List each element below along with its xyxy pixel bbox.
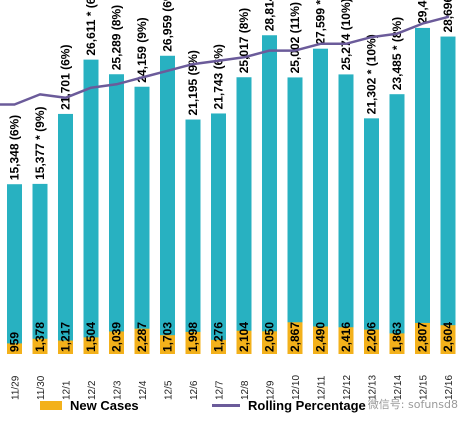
bar-new-cases: [415, 322, 430, 354]
x-tick-label: 12/4: [138, 380, 149, 400]
bar-tests: [440, 36, 456, 354]
rolling-percentage-line: [0, 15, 450, 106]
bar-new-cases: [58, 340, 73, 354]
new-cases-label: 1,504: [84, 322, 98, 352]
bar-tests: [262, 35, 277, 355]
new-cases-label: 2,604: [441, 322, 455, 352]
new-cases-label: 1,217: [59, 322, 73, 352]
new-cases-label: 2,039: [110, 322, 124, 352]
bar-value-label: 26,611 * (6%): [84, 0, 98, 56]
bar-new-cases: [389, 333, 405, 354]
new-cases-label: 2,807: [416, 322, 430, 352]
bar-tests: [7, 184, 22, 354]
legend-rolling-percentage: Rolling Percentage: [212, 394, 366, 416]
bar-new-cases: [83, 337, 99, 354]
x-tick-label: 11/30: [36, 375, 47, 400]
bar-value-label: 15,348 (6%): [8, 115, 22, 180]
bar-new-cases: [287, 322, 303, 354]
bar-value-label: 21,701 (6%): [59, 45, 73, 110]
new-cases-label: 2,050: [263, 322, 277, 352]
legend-label-new-cases: New Cases: [70, 397, 139, 413]
x-tick-label: 12/14: [393, 375, 404, 400]
bar-tests: [364, 118, 379, 355]
bar-new-cases: [134, 328, 150, 354]
bar-new-cases: [185, 331, 201, 354]
bar-tests: [58, 113, 73, 355]
bar-new-cases: [440, 325, 456, 354]
bar-tests: [389, 94, 405, 354]
new-cases-label: 2,416: [339, 322, 353, 352]
x-tick-label: 12/15: [419, 375, 430, 400]
new-cases-label: 2,867: [288, 322, 302, 352]
bar-value-label: 26,959 (6%): [161, 0, 175, 52]
bar-tests: [134, 86, 150, 355]
x-tick-label: 12/2: [87, 380, 98, 400]
legend-swatch-rolling-percentage: [212, 403, 240, 407]
x-tick-label: 12/9: [266, 380, 277, 400]
bar-value-label: 28,814 * (7%): [263, 0, 277, 31]
bar-tests: [236, 77, 252, 354]
new-cases-label: 1,703: [161, 322, 175, 352]
bar-value-label: 23,485 * (8%): [390, 17, 404, 90]
bar-tests: [313, 48, 328, 354]
bar-new-cases: [313, 326, 328, 354]
bar-new-cases: [109, 331, 124, 354]
legend-label-rolling-percentage: Rolling Percentage: [248, 397, 366, 413]
bar-tests: [338, 74, 354, 354]
bar-value-label: 25,017 (8%): [237, 8, 251, 73]
bar-new-cases: [160, 335, 175, 354]
x-tick-label: 11/29: [11, 375, 22, 400]
x-tick-label: 12/8: [240, 380, 251, 400]
x-tick-label: 12/1: [62, 380, 73, 400]
new-cases-label: 2,206: [365, 322, 379, 352]
legend-swatch-new-cases: [40, 400, 62, 410]
bar-new-cases: [364, 329, 379, 354]
bar-value-label: 24,159 (9%): [135, 17, 149, 82]
bar-value-label: 15,377 * (9%): [33, 107, 47, 180]
bar-value-label: 25,274 (10%): [339, 0, 353, 70]
bar-new-cases: [236, 330, 252, 354]
bar-value-label: 21,195 (9%): [186, 50, 200, 115]
bar-value-label: 29,477 (10%): [416, 0, 430, 24]
x-tick-label: 12/16: [444, 375, 455, 400]
bar-tests: [160, 55, 175, 355]
new-cases-label: 2,287: [135, 322, 149, 352]
x-tick-label: 12/13: [368, 375, 379, 400]
x-tick-label: 12/11: [317, 375, 328, 400]
legend-new-cases: New Cases: [40, 394, 139, 416]
bar-tests: [185, 119, 201, 355]
x-tick-label: 12/5: [164, 380, 175, 400]
bar-new-cases: [32, 338, 48, 354]
new-cases-label: 1,276: [212, 322, 226, 352]
new-cases-label: 1,998: [186, 322, 200, 352]
bar-new-cases: [338, 327, 354, 354]
bar-tests: [83, 59, 99, 354]
new-cases-label: 2,490: [314, 322, 328, 352]
x-tick-label: 12/3: [113, 380, 124, 400]
new-cases-label: 1,378: [33, 322, 47, 352]
x-tick-label: 12/10: [291, 375, 302, 400]
bar-tests: [32, 183, 48, 354]
bar-tests: [287, 77, 303, 354]
bar-tests: [211, 113, 226, 354]
bar-value-label: 21,302 * (10%): [365, 34, 379, 114]
bar-tests: [109, 74, 124, 354]
bar-value-label: 21,743 (6%): [212, 44, 226, 109]
bar-new-cases: [7, 343, 22, 354]
bar-tests: [415, 27, 430, 355]
x-tick-label: 12/7: [215, 380, 226, 400]
bar-value-label: 25,289 (8%): [110, 5, 124, 70]
new-cases-label: 1,863: [390, 322, 404, 352]
bar-value-label: 25,002 (11%): [288, 2, 302, 73]
new-cases-label: 959: [8, 332, 22, 352]
x-tick-label: 12/6: [189, 380, 200, 400]
bar-value-label: 27,599 * (9%): [314, 0, 328, 45]
bar-new-cases: [211, 339, 226, 354]
bar-new-cases: [262, 331, 277, 354]
watermark: 微信号: sofunsd8: [367, 398, 458, 411]
new-cases-label: 2,104: [237, 322, 251, 352]
x-tick-label: 12/12: [342, 375, 353, 400]
